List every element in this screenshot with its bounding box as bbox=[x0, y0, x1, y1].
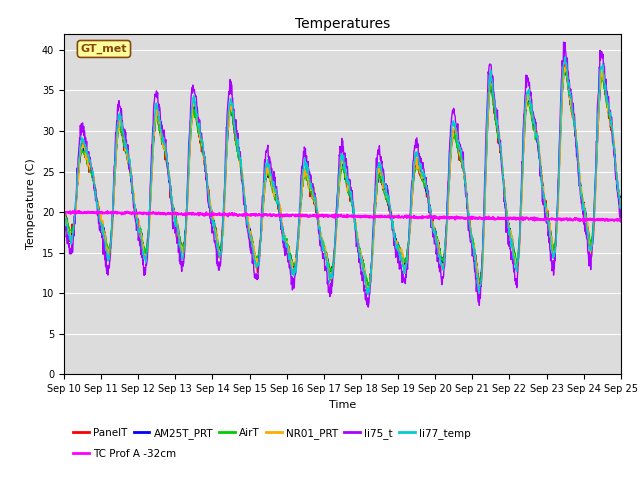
NR01_PRT bbox=[617, 201, 625, 206]
NR01_PRT bbox=[476, 289, 484, 295]
NR01_PRT bbox=[318, 240, 326, 246]
li77_temp bbox=[126, 156, 134, 162]
TC Prof A -32cm bbox=[377, 214, 385, 219]
li75_t bbox=[617, 205, 625, 211]
Text: GT_met: GT_met bbox=[81, 44, 127, 54]
li75_t bbox=[296, 199, 304, 205]
TC Prof A -32cm bbox=[318, 213, 326, 219]
Line: NR01_PRT: NR01_PRT bbox=[64, 64, 621, 292]
PanelT bbox=[378, 170, 385, 176]
PanelT bbox=[296, 202, 304, 207]
Y-axis label: Temperature (C): Temperature (C) bbox=[26, 158, 36, 250]
AM25T_PRT bbox=[308, 188, 316, 193]
li75_t bbox=[560, 39, 568, 45]
TC Prof A -32cm bbox=[296, 213, 304, 218]
NR01_PRT bbox=[377, 168, 385, 173]
TC Prof A -32cm bbox=[103, 211, 111, 216]
AM25T_PRT bbox=[365, 284, 372, 289]
NR01_PRT bbox=[308, 186, 316, 192]
li77_temp bbox=[103, 254, 111, 260]
li77_temp bbox=[318, 242, 326, 248]
TC Prof A -32cm bbox=[126, 210, 134, 216]
Line: AM25T_PRT: AM25T_PRT bbox=[64, 67, 621, 287]
PanelT bbox=[103, 247, 111, 253]
AirT bbox=[364, 283, 372, 289]
li75_t bbox=[308, 182, 316, 188]
Title: Temperatures: Temperatures bbox=[295, 17, 390, 31]
li77_temp bbox=[364, 292, 372, 298]
TC Prof A -32cm bbox=[579, 218, 587, 224]
AM25T_PRT bbox=[318, 235, 326, 241]
li77_temp bbox=[60, 215, 68, 220]
Line: li75_t: li75_t bbox=[64, 42, 621, 307]
li77_temp bbox=[562, 54, 570, 60]
AM25T_PRT bbox=[378, 175, 385, 181]
PanelT bbox=[308, 189, 316, 194]
li75_t bbox=[364, 304, 372, 310]
li75_t bbox=[103, 266, 111, 272]
PanelT bbox=[365, 287, 372, 292]
AM25T_PRT bbox=[103, 247, 111, 252]
NR01_PRT bbox=[563, 61, 570, 67]
AM25T_PRT bbox=[296, 209, 304, 215]
Line: AirT: AirT bbox=[64, 69, 621, 286]
Legend: TC Prof A -32cm: TC Prof A -32cm bbox=[69, 444, 180, 463]
AM25T_PRT bbox=[60, 211, 68, 217]
li75_t bbox=[60, 218, 68, 224]
AirT bbox=[126, 166, 134, 172]
PanelT bbox=[617, 197, 625, 203]
Line: li77_temp: li77_temp bbox=[64, 57, 621, 295]
AirT bbox=[561, 66, 568, 72]
AM25T_PRT bbox=[561, 64, 569, 70]
TC Prof A -32cm bbox=[60, 207, 68, 213]
PanelT bbox=[318, 238, 326, 244]
AirT bbox=[378, 178, 385, 184]
AM25T_PRT bbox=[126, 164, 134, 169]
X-axis label: Time: Time bbox=[329, 400, 356, 409]
TC Prof A -32cm bbox=[308, 213, 316, 218]
NR01_PRT bbox=[60, 216, 68, 222]
AirT bbox=[617, 201, 625, 206]
li75_t bbox=[126, 168, 134, 174]
AirT bbox=[60, 209, 68, 215]
NR01_PRT bbox=[103, 252, 111, 257]
AirT bbox=[308, 191, 316, 196]
AirT bbox=[103, 243, 111, 249]
PanelT bbox=[560, 61, 568, 67]
li77_temp bbox=[617, 205, 625, 211]
AM25T_PRT bbox=[617, 196, 625, 202]
li77_temp bbox=[308, 187, 316, 192]
li75_t bbox=[318, 247, 326, 252]
li77_temp bbox=[378, 164, 385, 170]
NR01_PRT bbox=[126, 158, 134, 164]
Line: PanelT: PanelT bbox=[64, 64, 621, 289]
NR01_PRT bbox=[296, 216, 304, 222]
PanelT bbox=[126, 168, 134, 174]
li77_temp bbox=[296, 199, 304, 204]
AirT bbox=[296, 207, 304, 213]
PanelT bbox=[60, 214, 68, 219]
TC Prof A -32cm bbox=[617, 216, 625, 222]
AirT bbox=[318, 237, 326, 242]
Line: TC Prof A -32cm: TC Prof A -32cm bbox=[64, 210, 621, 221]
li75_t bbox=[378, 161, 385, 167]
